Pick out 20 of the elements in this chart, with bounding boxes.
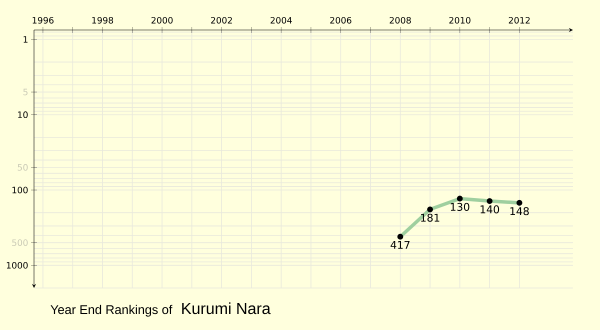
x-tick-label: 2012: [508, 16, 530, 24]
text: Kurumi Nara: [182, 302, 271, 314]
data-label: 417: [390, 240, 410, 249]
data-label: 181: [421, 214, 440, 222]
x-tick-label: 2004: [270, 16, 292, 24]
x-tick-label: 2000: [152, 16, 173, 24]
y-tick-label: 10: [18, 111, 28, 118]
y-tick-label: 1: [24, 36, 28, 43]
x-tick-label: 2006: [330, 16, 352, 24]
x-tick-label: 1998: [92, 16, 114, 24]
y-tick-label: 100: [12, 186, 28, 194]
text: Year End Rankings of: [50, 304, 172, 317]
x-tick-label: 1996: [32, 16, 54, 24]
x-tick-label: 2002: [211, 16, 232, 24]
data-label: 148: [510, 207, 529, 216]
data-label: 140: [480, 205, 500, 214]
y-tick-label: 1000: [6, 262, 28, 269]
data-label: 130: [450, 202, 470, 211]
x-tick-label: 2010: [449, 16, 470, 24]
x-tick-label: 2008: [390, 16, 411, 24]
